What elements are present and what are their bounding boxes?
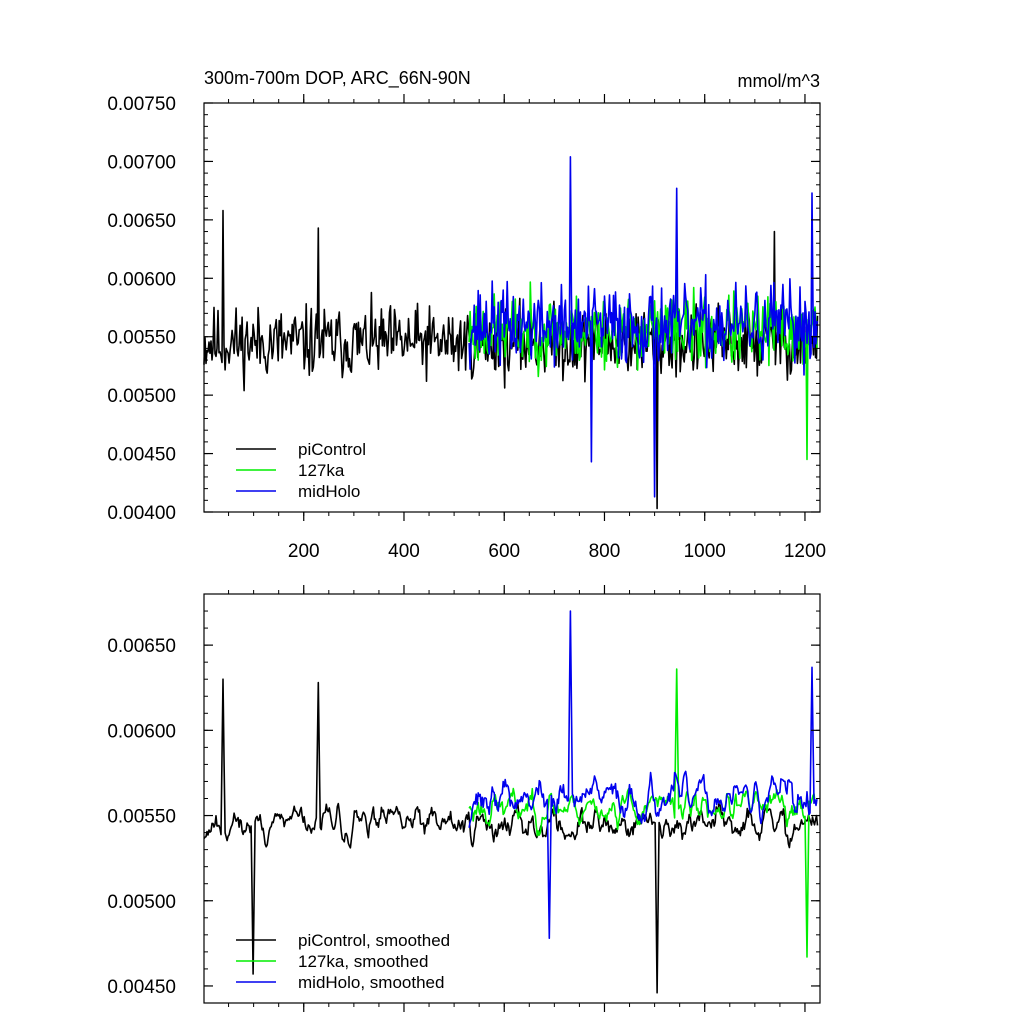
panel-raw: 300m-700m DOP, ARC_66N-90N mmol/m^3 0.00… [107,68,826,562]
units-label: mmol/m^3 [738,71,820,91]
legend-label: piControl [298,440,366,459]
y-tick-label: 0.00750 [107,94,176,115]
y-tick-label: 0.00650 [107,636,176,657]
legend-label: 127ka, smoothed [298,952,428,971]
plot-area-raw: 0.00400 0.00450 0.00500 0.00550 0.00600 0.006… [107,94,826,562]
legend-label: 127ka [298,461,345,480]
y-tick-label: 0.00600 [107,721,176,742]
y-tick-label: 0.00650 [107,211,176,232]
legend-label: midHolo, smoothed [298,973,444,992]
series-line-midholo-smoothed [468,610,818,939]
x-tick-label: 800 [589,541,621,562]
y-tick-label: 0.00500 [107,386,176,407]
x-tick-label: 600 [488,541,520,562]
y-tick-label: 0.00700 [107,152,176,173]
x-tick-label: 1000 [684,541,726,562]
plot-area-smoothed: 0.00450 0.00500 0.00550 0.00600 0.00650 piCon… [107,585,820,1012]
series-line-127ka [468,230,818,461]
y-tick-label: 0.00550 [107,328,176,349]
y-tick-label: 0.00450 [107,977,176,998]
panel-smoothed: 0.00450 0.00500 0.00550 0.00600 0.00650 piCon… [107,585,821,1012]
x-tick-label: 400 [388,541,420,562]
series-line-picontrol [203,209,819,510]
plot-frame-smoothed [203,593,821,1004]
x-tick-label: 1200 [784,541,826,562]
legend-label: midHolo [298,482,360,501]
y-tick-label: 0.00550 [107,807,176,828]
chart-title: 300m-700m DOP, ARC_66N-90N [204,68,471,89]
x-tick-label: 200 [288,541,320,562]
y-tick-label: 0.00450 [107,445,176,466]
y-tick-label: 0.00500 [107,892,176,913]
y-tick-label: 0.00400 [107,503,176,524]
y-tick-label: 0.00600 [107,269,176,290]
plot-frame-raw [203,102,821,513]
series-line-picontrol-smoothed [203,678,819,994]
series-line-midholo [468,156,818,498]
legend-label: piControl, smoothed [298,931,450,950]
